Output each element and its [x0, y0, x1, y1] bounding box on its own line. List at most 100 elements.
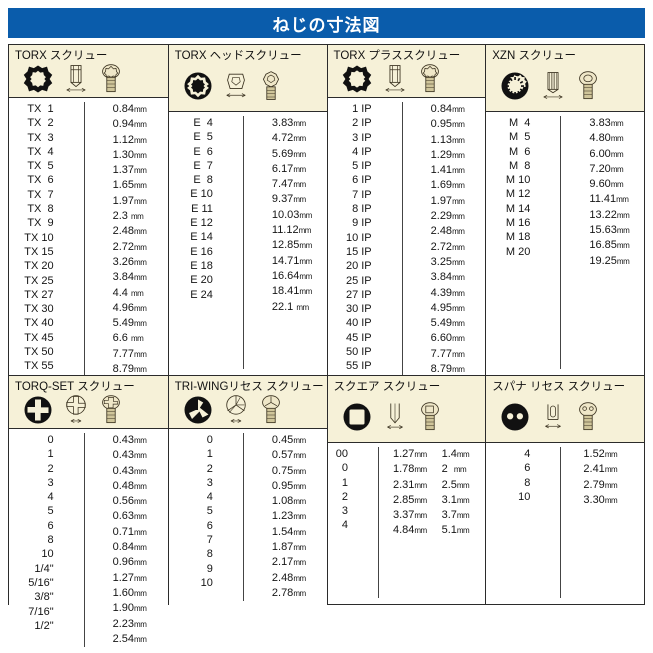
table-cell-value: 0.84mm — [430, 103, 465, 115]
unit-label: mm — [414, 526, 427, 536]
table-cell-value: 6.60mm — [430, 332, 465, 345]
section-title: TRI-WINGリセス スクリュー — [174, 381, 324, 393]
table-cell-size: M 4 — [508, 117, 531, 129]
size-column: 0 1 2 3 4 5 6 8 10 1/4" 5/16" 3/8" 7/16"… — [9, 433, 84, 647]
table-cell-value: 19.25mm — [589, 254, 630, 267]
table-cell-size: 2 — [341, 490, 348, 503]
table-cell-value: 2.48mm — [112, 225, 147, 238]
table-cell-size: 1 IP — [349, 103, 372, 115]
table-cell-size: M 14 — [505, 202, 531, 215]
table-cell-value: 7.20mm — [589, 162, 624, 175]
xzn-spline-icon — [500, 71, 530, 101]
table-cell-size: TX 1 — [27, 103, 54, 115]
section-table: 0 1 2 3 4 5 6 7 8 9 10 0.45mm 0.57 — [168, 429, 327, 608]
table-cell-size: M 10 — [505, 174, 531, 187]
table-cell-value: 6.00mm — [589, 147, 624, 160]
table-cell-value: 7.77mm — [430, 347, 465, 360]
bit-tip-dimension-icon — [382, 63, 408, 95]
table-cell-value: 0.45mm — [271, 434, 306, 446]
unit-label: mm — [134, 257, 147, 267]
unit-label: mm — [452, 334, 465, 344]
table-cell-size: 1 — [47, 448, 54, 461]
unit-label: mm — [134, 242, 147, 252]
table-cell-value2: 3.1mm — [441, 493, 470, 506]
table-cell-size: 5/16" — [28, 576, 54, 589]
unit-label: mm — [293, 497, 306, 507]
unit-label: mm — [452, 166, 465, 176]
table-cell-value: 1.37mm — [112, 164, 147, 177]
table-cell-value: 9.37mm — [271, 193, 306, 206]
table-cell-size: TX 3 — [27, 131, 54, 144]
section-icons — [334, 394, 480, 440]
table-cell-value: 6.17mm — [271, 162, 306, 175]
unit-label: mm — [134, 543, 147, 553]
section-table: 0 1 2 3 4 5 6 8 10 1/4" 5/16" 3/8" 7/16"… — [9, 429, 168, 653]
unit-label: mm — [616, 241, 630, 251]
table-cell-value: 0.71mm — [112, 525, 147, 538]
unit-label: mm — [130, 334, 144, 344]
table-cell-size: 40 IP — [345, 317, 372, 330]
section-icons — [15, 394, 162, 426]
table-cell-size: M 20 — [505, 245, 531, 258]
table-cell-value: 10.03mm — [271, 208, 312, 221]
unit-label: mm — [452, 227, 465, 237]
unit-label: mm — [134, 319, 147, 329]
size-column: 4 6 8 10 — [486, 447, 560, 598]
unit-label: mm — [134, 120, 147, 130]
unit-label: mm — [604, 465, 618, 475]
table-cell-value: 1.97mm — [112, 194, 147, 207]
table-cell-value: 1.13mm — [430, 133, 465, 146]
unit-label: mm — [610, 164, 624, 174]
tri-wing-dimension-icon — [223, 394, 249, 426]
table-cell-value: 4.96mm — [112, 301, 147, 314]
table-cell-value2: 2 mm — [441, 463, 467, 476]
section-header: XZN スクリュー — [486, 45, 644, 112]
table-cell-size: 1 — [341, 476, 348, 489]
table-cell-size: 3/8" — [34, 591, 54, 604]
unit-label: mm — [456, 480, 470, 490]
torq-set-head-screw-icon — [99, 394, 123, 426]
table-cell-value: 3.25mm — [430, 255, 465, 268]
unit-label: mm — [452, 365, 465, 375]
table-cell-size: E 5 — [193, 131, 213, 144]
table-cell-value: 6.6 mm — [112, 332, 144, 345]
table-cell-size: 2 IP — [349, 117, 372, 130]
unit-label: mm — [453, 465, 467, 475]
table-cell-size: TX 27 — [24, 288, 54, 301]
table-cell-size: 5 — [206, 505, 213, 518]
section-icons — [492, 394, 638, 440]
table-cell-value: 7.77mm — [112, 347, 147, 360]
table-cell-value: 4.72mm — [271, 132, 306, 145]
value-column: 0.43mm 0.43mm 0.43mm 0.48mm 0.56mm 0.63m… — [83, 433, 168, 648]
unit-label: mm — [134, 365, 147, 375]
unit-label: mm — [293, 481, 306, 491]
sections-band-bottom: TORQ-SET スクリュー — [9, 375, 644, 653]
unit-label: mm — [134, 558, 147, 568]
table-cell-size: 8 — [47, 534, 54, 547]
table-cell-size: M 12 — [505, 188, 531, 201]
section-title: TORX プラススクリュー — [333, 50, 461, 62]
table-cell-value: 5.49mm — [430, 317, 465, 330]
unit-label: mm — [134, 466, 147, 476]
table-cell-size: E 12 — [190, 217, 213, 230]
table-cell-size: 7/16" — [28, 605, 54, 618]
table-cell-size: 4 — [524, 448, 531, 460]
table-cell-value2: 2.5mm — [441, 478, 470, 491]
section-table: TX 1 TX 2 TX 3 TX 4 TX 5 TX 6 TX 7 TX 8 … — [9, 98, 168, 430]
table-cell-value: 4.84mm — [392, 524, 427, 537]
unit-label: mm — [610, 180, 624, 190]
table-cell-value: 1.90mm — [112, 602, 147, 615]
sections-grid: TORX スクリュー — [8, 44, 645, 653]
unit-label: mm — [452, 135, 465, 145]
table-cell-size: E 24 — [190, 288, 213, 301]
table-cell-value: 1.60mm — [112, 586, 147, 599]
section-header: TORX ヘッドスクリュー — [168, 45, 327, 112]
table-cell-value: 4.95mm — [430, 301, 465, 314]
xzn-head-screw-icon — [576, 70, 600, 102]
unit-label: mm — [134, 135, 147, 145]
table-cell-size: 6 — [206, 519, 213, 532]
table-cell-size: 6 — [47, 519, 54, 532]
table-cell-size: TX 20 — [24, 260, 54, 273]
table-cell-value: 1.87mm — [271, 541, 306, 554]
section-table: E 4 E 5 E 6 E 7 E 8 E 10 E 11 E 12 E 14 … — [168, 112, 327, 375]
